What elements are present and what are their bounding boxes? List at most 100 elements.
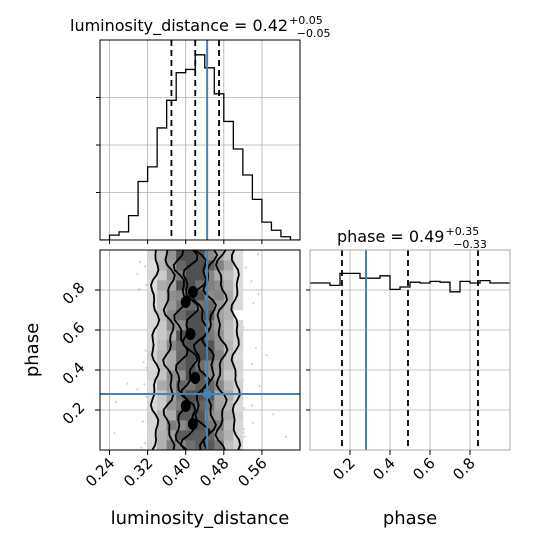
joint-density-bin <box>157 320 167 331</box>
joint-density-bin <box>166 420 177 431</box>
top-grid <box>100 40 300 240</box>
joint-scatter-point <box>257 292 260 296</box>
joint-density-bin <box>204 360 215 371</box>
joint-density-bin <box>233 330 244 341</box>
joint-density-bin <box>147 390 158 401</box>
y-axis-label-phase: phase <box>22 323 43 377</box>
joint-density-bin <box>176 380 187 391</box>
joint-density-bin <box>185 300 196 311</box>
joint-density-bin <box>157 280 167 291</box>
joint-density-bin <box>233 350 244 361</box>
joint-scatter-point <box>143 383 146 386</box>
joint-density-bin <box>166 400 177 411</box>
joint-density-bin <box>176 260 187 271</box>
joint-x-ticks: 0.24 0.32 0.40 0.48 0.56 <box>82 450 271 490</box>
top-y-ticks <box>96 97 100 193</box>
joint-scatter-point <box>136 388 139 391</box>
joint-density-bin <box>185 320 196 331</box>
joint-density-bin <box>223 260 234 271</box>
joint-contour-line <box>230 250 242 450</box>
joint-density-bin <box>166 410 177 421</box>
joint-scatter-point <box>254 346 257 349</box>
joint-density-bin <box>223 270 234 281</box>
joint-density-bin <box>157 330 167 341</box>
joint-scatter-point <box>243 435 246 438</box>
joint-density-bin <box>147 250 158 261</box>
joint-density-bin <box>176 280 187 291</box>
joint-density-bin <box>204 290 215 301</box>
joint-density-bin <box>195 410 206 421</box>
joint-density-bin <box>195 400 206 411</box>
joint-density-bin <box>166 430 177 441</box>
joint-density-bin <box>166 380 177 391</box>
joint-density-bin <box>176 360 187 371</box>
joint-density-bin <box>176 370 187 381</box>
joint-contour-line <box>162 250 176 450</box>
joint-density-bin <box>176 410 187 421</box>
joint-xtick-label-3: 0.48 <box>196 454 232 490</box>
joint-density-bin <box>166 330 177 341</box>
joint-truth-lines <box>100 250 300 450</box>
joint-density-bin <box>223 430 234 441</box>
joint-ytick-label-1: 0.4 <box>59 358 89 388</box>
joint-density-bin <box>166 270 177 281</box>
joint-ytick-label-3: 0.8 <box>59 278 89 308</box>
joint-density-bin <box>166 280 177 291</box>
joint-density-bin <box>223 390 234 401</box>
joint-density-bin <box>195 280 206 291</box>
joint-contour-blob-3 <box>187 286 198 298</box>
joint-density-bin <box>204 380 215 391</box>
joint-scatter-point <box>272 413 275 416</box>
joint-density-bin <box>185 390 196 401</box>
joint-density-bin <box>214 420 225 431</box>
joint-contour-blob-0 <box>180 400 191 412</box>
joint-density-bin <box>233 400 244 411</box>
joint-density-bin <box>195 340 206 351</box>
joint-density-bin <box>185 270 196 281</box>
joint-scatter-point <box>113 432 116 435</box>
joint-density-bin <box>185 310 196 321</box>
joint-density-bin <box>166 350 177 361</box>
joint-density-bin <box>223 280 234 291</box>
joint-scatter-point <box>252 302 255 305</box>
joint-density-bin <box>166 320 177 331</box>
phase-xtick-label-1: 0.4 <box>369 454 399 484</box>
joint-density-bin <box>233 300 244 311</box>
joint-density-bin <box>185 340 196 351</box>
joint-density-bin <box>195 270 206 281</box>
joint-contour-blob-5 <box>190 372 201 384</box>
joint-density-bin <box>195 380 206 391</box>
luminosity-distance-title: luminosity_distance = 0.42+0.05 −0.05 <box>70 14 331 40</box>
joint-density-bin <box>157 350 167 361</box>
joint-density-bin <box>185 410 196 421</box>
joint-xtick-label-2: 0.40 <box>158 454 194 490</box>
joint-density-bin <box>214 350 225 361</box>
joint-density-bin <box>223 400 234 411</box>
joint-density-bin <box>233 440 244 450</box>
joint-density-bin <box>233 390 244 401</box>
joint-density-bin <box>223 350 234 361</box>
joint-panel-frame <box>99 249 301 451</box>
joint-scatter-point <box>142 361 145 364</box>
joint-density-bin <box>157 380 167 391</box>
phase-xtick-label-3: 0.8 <box>449 454 479 484</box>
joint-contour-blob-2 <box>185 328 196 340</box>
joint-density-bin <box>147 280 158 291</box>
joint-density-bin <box>176 300 187 311</box>
right-panel-frame <box>309 249 511 451</box>
joint-density-bin <box>166 300 177 311</box>
joint-density-bin <box>233 380 244 391</box>
joint-density-bin <box>147 430 158 441</box>
joint-density-bin <box>233 280 244 291</box>
joint-density-bin <box>223 320 234 331</box>
joint-density-bin <box>195 330 206 341</box>
joint-scatter-point <box>251 421 254 424</box>
joint-contours <box>149 250 242 450</box>
joint-scatter-point <box>145 283 148 287</box>
phase-xtick-label-2: 0.6 <box>409 454 439 484</box>
joint-contour-line <box>191 250 211 450</box>
joint-density-bin <box>195 250 206 261</box>
joint-density-bin <box>157 340 167 351</box>
joint-density-bin <box>147 360 158 371</box>
joint-scatter-point <box>139 260 142 263</box>
